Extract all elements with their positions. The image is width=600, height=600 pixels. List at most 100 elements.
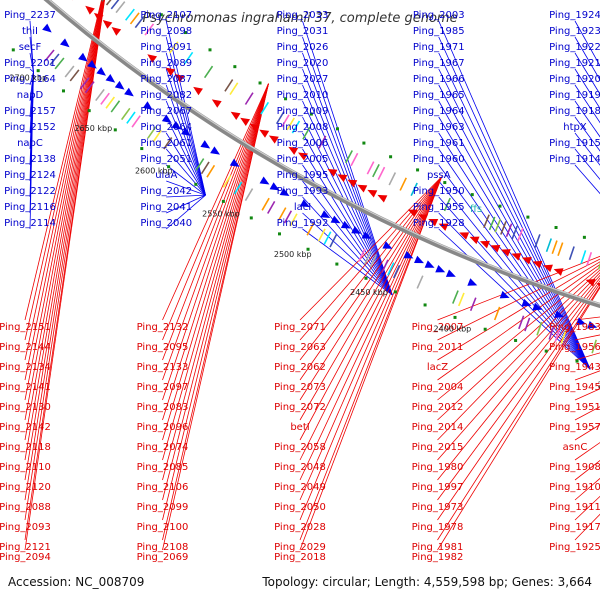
gene-label[interactable]: Ping_2201 bbox=[4, 58, 56, 69]
gene-label[interactable]: Ping_1915 bbox=[549, 138, 600, 149]
forward-gene-arrow[interactable] bbox=[361, 231, 372, 239]
reverse-gene-arrow[interactable] bbox=[532, 260, 543, 269]
reverse-gene-arrow[interactable] bbox=[357, 184, 368, 193]
gene-label[interactable]: lacI bbox=[294, 202, 311, 213]
gene-label[interactable]: Ping_1960 bbox=[413, 154, 465, 165]
gene-label[interactable]: Ping_2067 bbox=[140, 106, 192, 117]
gene-label[interactable]: asnC bbox=[563, 442, 588, 453]
forward-gene-arrow[interactable] bbox=[142, 101, 153, 110]
forward-gene-arrow[interactable] bbox=[403, 250, 414, 259]
gene-label[interactable]: Ping_2031 bbox=[277, 26, 329, 37]
reverse-gene-arrow[interactable] bbox=[367, 189, 378, 198]
forward-gene-arrow[interactable] bbox=[435, 264, 446, 273]
forward-gene-arrow[interactable] bbox=[105, 73, 116, 83]
forward-gene-arrow[interactable] bbox=[576, 317, 587, 326]
gene-label[interactable]: Ping_2110 bbox=[0, 462, 51, 473]
gene-label[interactable]: Ping_1982 bbox=[412, 552, 464, 563]
forward-gene-arrow[interactable] bbox=[532, 302, 543, 311]
gene-label[interactable]: Ping_2048 bbox=[274, 462, 326, 473]
forward-gene-arrow[interactable] bbox=[87, 59, 97, 69]
forward-gene-arrow[interactable] bbox=[210, 146, 220, 155]
forward-gene-arrow[interactable] bbox=[351, 226, 362, 234]
gene-label[interactable]: ulaA bbox=[155, 170, 177, 181]
gene-label[interactable]: Ping_2095 bbox=[137, 342, 189, 353]
reverse-gene-arrow[interactable] bbox=[585, 278, 596, 287]
gene-label[interactable]: Ping_2069 bbox=[137, 552, 189, 563]
gene-label[interactable]: Ping_1925 bbox=[549, 542, 600, 553]
reverse-gene-arrow[interactable] bbox=[347, 179, 358, 188]
gene-label[interactable]: Ping_2122 bbox=[4, 186, 56, 197]
gene-label[interactable]: Ping_1983 bbox=[549, 322, 600, 333]
gene-label[interactable]: Ping_2097 bbox=[137, 382, 189, 393]
forward-gene-arrow[interactable] bbox=[467, 278, 478, 286]
gene-label[interactable]: Ping_1956 bbox=[549, 342, 600, 353]
reverse-gene-arrow[interactable] bbox=[521, 257, 532, 265]
reverse-gene-arrow[interactable] bbox=[596, 282, 600, 290]
gene-label[interactable]: Ping_1964 bbox=[413, 106, 465, 117]
gene-label[interactable]: Ping_2058 bbox=[274, 442, 326, 453]
gene-label[interactable]: Ping_1965 bbox=[413, 90, 465, 101]
gene-label[interactable]: Ping_1908 bbox=[549, 462, 600, 473]
gene-label[interactable]: Ping_1971 bbox=[413, 42, 465, 53]
forward-gene-arrow[interactable] bbox=[181, 127, 191, 136]
reverse-gene-arrow[interactable] bbox=[193, 86, 203, 96]
gene-label[interactable]: Ping_2133 bbox=[137, 362, 189, 373]
gene-label[interactable]: thiI bbox=[22, 26, 38, 37]
gene-label[interactable]: Ping_1995 bbox=[277, 170, 329, 181]
gene-label[interactable]: Ping_2099 bbox=[137, 502, 189, 513]
gene-label[interactable]: Ping_2100 bbox=[137, 522, 189, 533]
gene-label[interactable]: Ping_1997 bbox=[412, 482, 464, 493]
gene-label[interactable]: Ping_2015 bbox=[412, 442, 464, 453]
reverse-gene-arrow[interactable] bbox=[298, 152, 308, 161]
reverse-gene-arrow[interactable] bbox=[479, 240, 490, 249]
gene-label[interactable]: Ping_1985 bbox=[413, 26, 465, 37]
gene-label[interactable]: Ping_2093 bbox=[0, 522, 51, 533]
forward-gene-arrow[interactable] bbox=[340, 220, 351, 229]
gene-label[interactable]: Ping_1966 bbox=[413, 74, 465, 85]
gene-label[interactable]: Ping_2041 bbox=[140, 202, 192, 213]
gene-label[interactable]: Ping_2120 bbox=[0, 482, 51, 493]
forward-gene-arrow[interactable] bbox=[200, 140, 211, 149]
reverse-gene-arrow[interactable] bbox=[111, 26, 122, 36]
forward-gene-arrow[interactable] bbox=[424, 260, 435, 268]
forward-gene-arrow[interactable] bbox=[320, 210, 331, 218]
gene-label[interactable]: Ping_2082 bbox=[140, 90, 192, 101]
gene-label[interactable]: Ping_2061 bbox=[140, 138, 192, 149]
gene-label[interactable]: Ping_2089 bbox=[140, 58, 192, 69]
gene-label[interactable]: Ping_1973 bbox=[412, 502, 464, 513]
gene-label[interactable]: Ping_2063 bbox=[274, 342, 326, 353]
gene-label[interactable]: Ping_2121 bbox=[0, 542, 51, 553]
gene-label[interactable]: Ping_1923 bbox=[549, 26, 600, 37]
gene-label[interactable]: Ping_2141 bbox=[0, 382, 51, 393]
reverse-gene-arrow[interactable] bbox=[511, 253, 522, 261]
reverse-gene-arrow[interactable] bbox=[259, 129, 270, 138]
gene-label[interactable]: Ping_1911 bbox=[549, 502, 600, 513]
gene-label[interactable]: Ping_2012 bbox=[412, 402, 464, 413]
gene-label[interactable]: Ping_2004 bbox=[412, 382, 464, 393]
reverse-gene-arrow[interactable] bbox=[85, 5, 95, 15]
gene-label[interactable]: Ping_1955 bbox=[413, 202, 465, 213]
reverse-gene-arrow[interactable] bbox=[174, 74, 185, 83]
reverse-gene-arrow[interactable] bbox=[490, 245, 501, 253]
gene-label[interactable]: Ping_2071 bbox=[274, 322, 326, 333]
reverse-gene-arrow[interactable] bbox=[418, 214, 428, 222]
gene-label[interactable]: Ping_1978 bbox=[412, 522, 464, 533]
reverse-gene-arrow[interactable] bbox=[211, 99, 222, 108]
gene-label[interactable]: lacZ bbox=[427, 362, 448, 373]
reverse-gene-arrow[interactable] bbox=[337, 174, 348, 183]
gene-label[interactable]: Ping_1993 bbox=[277, 186, 329, 197]
reverse-gene-arrow[interactable] bbox=[459, 232, 470, 240]
gene-label[interactable]: Ping_2074 bbox=[137, 442, 189, 453]
forward-gene-arrow[interactable] bbox=[96, 67, 106, 76]
gene-label[interactable]: Ping_2008 bbox=[277, 122, 329, 133]
gene-label[interactable]: Ping_1961 bbox=[413, 138, 465, 149]
forward-gene-arrow[interactable] bbox=[42, 23, 52, 33]
gene-label[interactable]: Ping_2003 bbox=[413, 10, 465, 21]
gene-label[interactable]: Ping_2051 bbox=[140, 154, 192, 165]
gene-label[interactable]: napD bbox=[17, 90, 44, 101]
gene-label[interactable]: Ping_2011 bbox=[412, 342, 464, 353]
forward-gene-arrow[interactable] bbox=[445, 269, 456, 277]
gene-label[interactable]: Ping_2118 bbox=[0, 442, 51, 453]
gene-label[interactable]: Ping_2064 bbox=[140, 122, 192, 133]
gene-label[interactable]: Ping_2009 bbox=[277, 106, 329, 117]
